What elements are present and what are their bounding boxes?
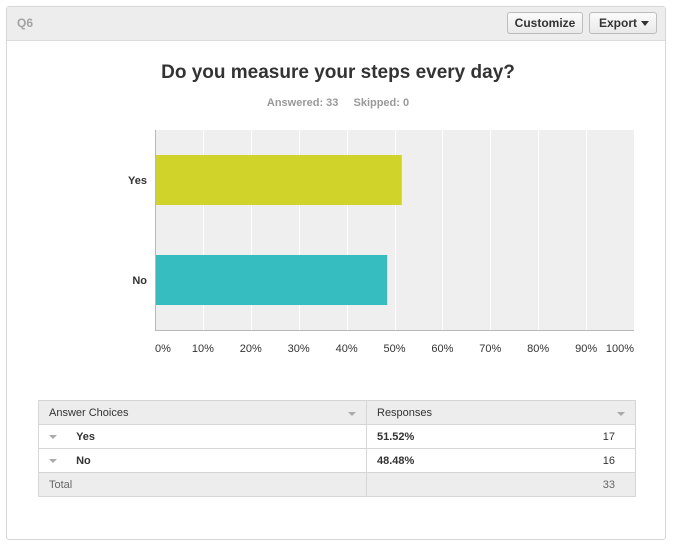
total-row: Total 33 <box>38 472 636 497</box>
bar-no <box>156 255 388 305</box>
x-tick-label: 90% <box>575 343 597 355</box>
question-number: Q6 <box>17 16 34 30</box>
response-percent: 48.48% <box>377 454 415 467</box>
x-tick-label: 10% <box>192 343 214 355</box>
choice-cell: No <box>38 448 367 473</box>
responses-header[interactable]: Responses <box>366 400 636 425</box>
answered-count: Answered: 33 <box>266 97 339 109</box>
chevron-down-icon <box>641 21 649 26</box>
response-stats: Answered: 33 Skipped: 0 <box>0 97 676 109</box>
table-row: No 48.48% 16 <box>38 448 636 473</box>
total-label-cell: Total <box>38 472 367 497</box>
x-tick-label: 70% <box>479 343 501 355</box>
x-tick-label: 100% <box>606 343 634 355</box>
x-tick-label: 40% <box>336 343 358 355</box>
table-row: Yes 51.52% 17 <box>38 424 636 449</box>
skipped-count: Skipped: 0 <box>353 97 410 109</box>
response-count: 16 <box>602 454 615 467</box>
expand-icon[interactable] <box>49 458 57 463</box>
total-count: 33 <box>602 478 615 491</box>
bar-chart: 0% 10% 20% 30% 40% 50% 60% 70% 80% 90% 100% Yes No <box>128 130 635 355</box>
response-count: 17 <box>602 430 615 443</box>
x-tick-label: 30% <box>288 343 310 355</box>
export-button[interactable]: Export <box>589 12 657 34</box>
response-cell: 51.52% 17 <box>366 424 636 449</box>
question-title: Do you measure your steps every day? <box>161 62 515 83</box>
choice-label: No <box>76 454 91 467</box>
bar-yes <box>156 155 402 205</box>
response-cell: 48.48% 16 <box>366 448 636 473</box>
customize-button[interactable]: Customize <box>507 12 583 34</box>
answer-choices-header[interactable]: Answer Choices <box>38 400 367 425</box>
x-tick-label: 20% <box>240 343 262 355</box>
sort-icon <box>617 412 625 416</box>
choice-cell: Yes <box>38 424 367 449</box>
responses-header-label: Responses <box>377 406 433 419</box>
y-category-label: Yes <box>128 175 147 187</box>
answer-choices-header-label: Answer Choices <box>49 406 129 419</box>
total-count-cell: 33 <box>366 472 636 497</box>
total-label: Total <box>49 478 73 491</box>
sort-icon <box>348 412 356 416</box>
expand-icon[interactable] <box>49 434 57 439</box>
x-tick-label: 80% <box>527 343 549 355</box>
panel-header: Q6 Customize Export <box>7 7 665 41</box>
y-category-label: No <box>132 275 147 287</box>
x-tick-label: 0% <box>155 343 171 355</box>
x-tick-label: 50% <box>383 343 405 355</box>
response-percent: 51.52% <box>377 430 415 443</box>
table-header-row: Answer Choices Responses <box>38 400 636 425</box>
choice-label: Yes <box>76 430 96 443</box>
export-button-label: Export <box>599 16 638 30</box>
responses-table: Answer Choices Responses Yes 51.52% 17 N… <box>38 400 636 497</box>
x-tick-label: 60% <box>431 343 453 355</box>
